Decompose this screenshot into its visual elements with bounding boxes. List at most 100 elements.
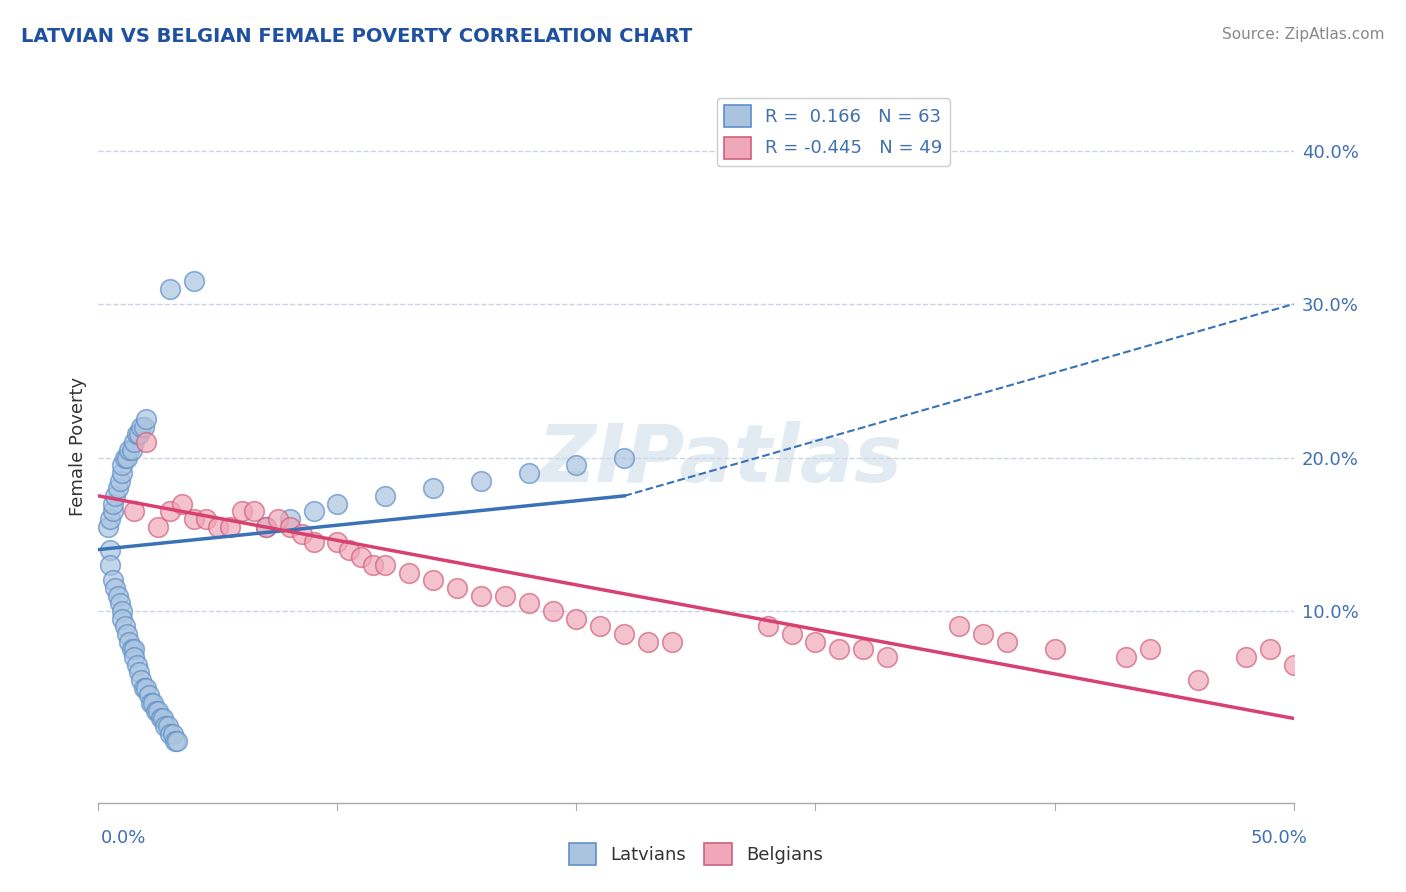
- Point: [254, 519, 277, 533]
- Point: [159, 504, 181, 518]
- Point: [1187, 673, 1209, 687]
- Point: [613, 450, 636, 465]
- Point: [111, 458, 134, 473]
- Point: [194, 512, 218, 526]
- Point: [145, 704, 167, 718]
- Text: 0.0%: 0.0%: [101, 829, 146, 847]
- Point: [114, 450, 136, 465]
- Text: Source: ZipAtlas.com: Source: ZipAtlas.com: [1222, 27, 1385, 42]
- Point: [98, 542, 122, 557]
- Point: [876, 650, 898, 665]
- Point: [446, 581, 468, 595]
- Point: [254, 519, 277, 533]
- Point: [422, 574, 444, 588]
- Point: [517, 596, 540, 610]
- Point: [207, 519, 229, 533]
- Point: [149, 711, 172, 725]
- Point: [111, 604, 134, 618]
- Point: [124, 504, 146, 518]
- Point: [398, 566, 420, 580]
- Point: [124, 642, 146, 657]
- Point: [111, 612, 134, 626]
- Point: [152, 711, 174, 725]
- Text: ZIPatlas: ZIPatlas: [537, 421, 903, 500]
- Point: [1234, 650, 1257, 665]
- Point: [565, 458, 588, 473]
- Point: [363, 558, 385, 572]
- Point: [115, 450, 138, 465]
- Point: [131, 673, 153, 687]
- Point: [148, 519, 170, 533]
- Point: [121, 442, 143, 457]
- Point: [98, 558, 122, 572]
- Text: 50.0%: 50.0%: [1251, 829, 1308, 847]
- Point: [107, 481, 129, 495]
- Point: [132, 419, 155, 434]
- Point: [142, 696, 165, 710]
- Point: [302, 504, 325, 518]
- Point: [115, 627, 138, 641]
- Point: [637, 634, 659, 648]
- Point: [494, 589, 516, 603]
- Point: [339, 542, 360, 557]
- Point: [972, 627, 994, 641]
- Point: [124, 435, 146, 450]
- Point: [1139, 642, 1161, 657]
- Point: [302, 535, 325, 549]
- Y-axis label: Female Poverty: Female Poverty: [69, 376, 87, 516]
- Point: [291, 527, 314, 541]
- Point: [107, 589, 129, 603]
- Point: [278, 512, 301, 526]
- Point: [326, 497, 349, 511]
- Point: [155, 719, 177, 733]
- Point: [1258, 642, 1281, 657]
- Point: [422, 481, 444, 495]
- Point: [101, 504, 124, 518]
- Point: [118, 442, 141, 457]
- Point: [111, 466, 134, 480]
- Point: [1043, 642, 1066, 657]
- Point: [828, 642, 851, 657]
- Point: [267, 512, 290, 526]
- Point: [104, 581, 127, 595]
- Point: [326, 535, 349, 549]
- Point: [278, 519, 301, 533]
- Point: [148, 704, 170, 718]
- Point: [565, 612, 588, 626]
- Point: [101, 574, 124, 588]
- Point: [131, 419, 153, 434]
- Point: [108, 596, 131, 610]
- Point: [98, 512, 122, 526]
- Point: [517, 466, 540, 480]
- Point: [166, 734, 188, 748]
- Point: [995, 634, 1018, 648]
- Point: [231, 504, 253, 518]
- Point: [159, 282, 181, 296]
- Point: [661, 634, 683, 648]
- Point: [135, 412, 157, 426]
- Point: [162, 727, 184, 741]
- Point: [613, 627, 636, 641]
- Point: [163, 734, 186, 748]
- Point: [159, 727, 181, 741]
- Point: [172, 497, 194, 511]
- Point: [183, 512, 205, 526]
- Point: [1115, 650, 1137, 665]
- Point: [374, 489, 396, 503]
- Point: [101, 497, 124, 511]
- Point: [589, 619, 612, 633]
- Point: [118, 634, 141, 648]
- Point: [756, 619, 779, 633]
- Point: [243, 504, 266, 518]
- Point: [470, 589, 492, 603]
- Point: [780, 627, 803, 641]
- Point: [156, 719, 179, 733]
- Point: [852, 642, 875, 657]
- Point: [1282, 657, 1305, 672]
- Point: [139, 696, 162, 710]
- Point: [114, 619, 136, 633]
- Point: [128, 427, 150, 442]
- Point: [132, 681, 155, 695]
- Point: [541, 604, 564, 618]
- Point: [374, 558, 396, 572]
